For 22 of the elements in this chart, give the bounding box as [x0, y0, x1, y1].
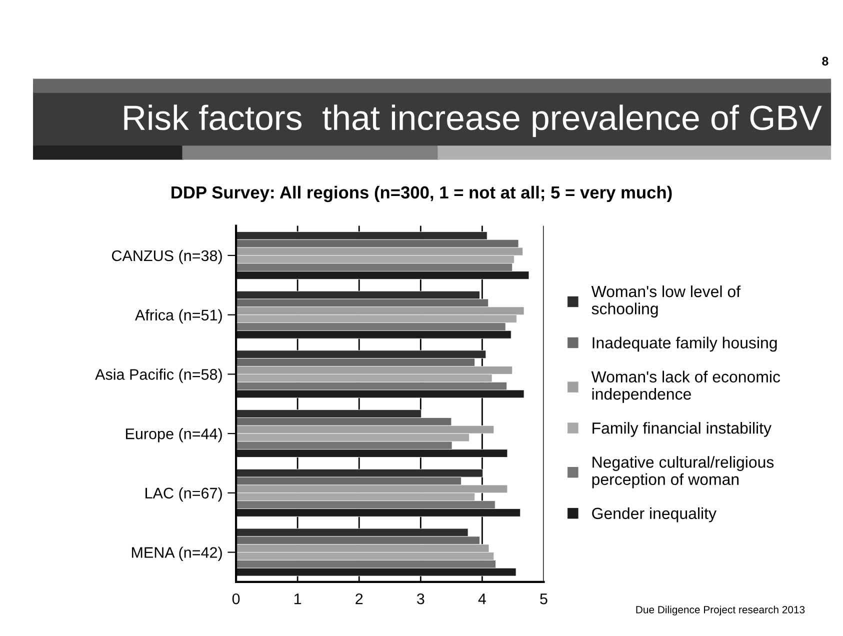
chart-title: Risk factors that increase prevalence of GBV — [124, 104, 822, 138]
y-tick-label: CANZUS (n=38) — [112, 250, 222, 264]
legend-label: Gender inequality — [592, 507, 716, 522]
y-tick-label: Africa (n=51) — [134, 309, 222, 324]
legend-label: Inadequate family housing — [592, 336, 777, 352]
text: 8 — [822, 56, 828, 66]
x-tick-label: 0 — [232, 593, 240, 604]
legend-label: Negative cultural/religious perception of woman — [592, 456, 774, 488]
y-tick-label: MENA (n=42) — [132, 546, 222, 561]
chart-subtitle: DDP Survey: All regions (n=300, 1 = not at all; 5 = very much) — [172, 186, 672, 202]
x-tick-label: 5 — [540, 594, 548, 604]
legend-label: Family financial instability — [592, 422, 772, 437]
legend-label: Woman's lack of economic independence — [591, 370, 780, 403]
y-tick-label: Europe (n=44) — [126, 428, 222, 442]
x-tick-label: 4 — [478, 594, 486, 604]
y-tick-label: Asia Pacific (n=58) — [95, 368, 222, 383]
x-tick-label: 2 — [356, 593, 363, 604]
y-tick-label: LAC (n=67) — [146, 487, 222, 502]
x-tick-label: 3 — [416, 593, 424, 604]
x-tick-label: 1 — [294, 594, 302, 604]
legend-label: Woman's low level of schooling — [591, 285, 741, 318]
text: Due Diligence Project research 2013 — [636, 606, 805, 616]
